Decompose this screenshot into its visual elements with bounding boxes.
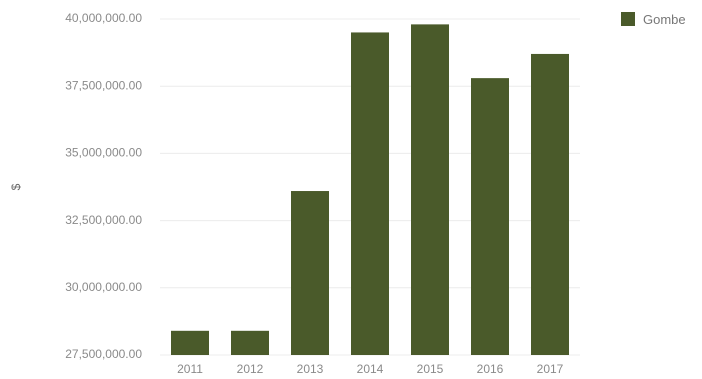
y-axis-ticks: 27,500,000.00 30,000,000.00 32,500,000.00 3… bbox=[65, 11, 142, 361]
bar-2017 bbox=[531, 53, 569, 355]
y-tick-label: 35,000,000.00 bbox=[65, 146, 142, 160]
x-tick-label: 2016 bbox=[477, 362, 504, 376]
bars bbox=[171, 24, 569, 356]
legend-swatch bbox=[621, 12, 635, 26]
legend: Gombe bbox=[621, 12, 686, 27]
bar-2015 bbox=[411, 24, 449, 355]
y-tick-label: 37,500,000.00 bbox=[65, 78, 142, 92]
x-tick-label: 2012 bbox=[237, 362, 264, 376]
y-tick-label: 27,500,000.00 bbox=[65, 347, 142, 361]
x-tick-label: 2015 bbox=[417, 362, 444, 376]
legend-label: Gombe bbox=[643, 12, 686, 27]
bar-2012 bbox=[231, 330, 269, 355]
x-tick-label: 2017 bbox=[537, 362, 564, 376]
bar-2013 bbox=[291, 191, 329, 355]
y-tick-label: 32,500,000.00 bbox=[65, 213, 142, 227]
y-axis-label: $ bbox=[9, 183, 23, 190]
x-tick-label: 2011 bbox=[177, 362, 203, 376]
y-tick-label: 30,000,000.00 bbox=[65, 280, 142, 294]
bar-2011 bbox=[171, 330, 209, 355]
x-axis-ticks: 2011 2012 2013 2014 2015 2016 2017 bbox=[177, 362, 564, 376]
bar-2016 bbox=[471, 78, 509, 356]
x-tick-label: 2013 bbox=[297, 362, 324, 376]
bar-2014 bbox=[351, 32, 389, 355]
y-tick-label: 40,000,000.00 bbox=[65, 11, 142, 25]
x-tick-label: 2014 bbox=[357, 362, 384, 376]
